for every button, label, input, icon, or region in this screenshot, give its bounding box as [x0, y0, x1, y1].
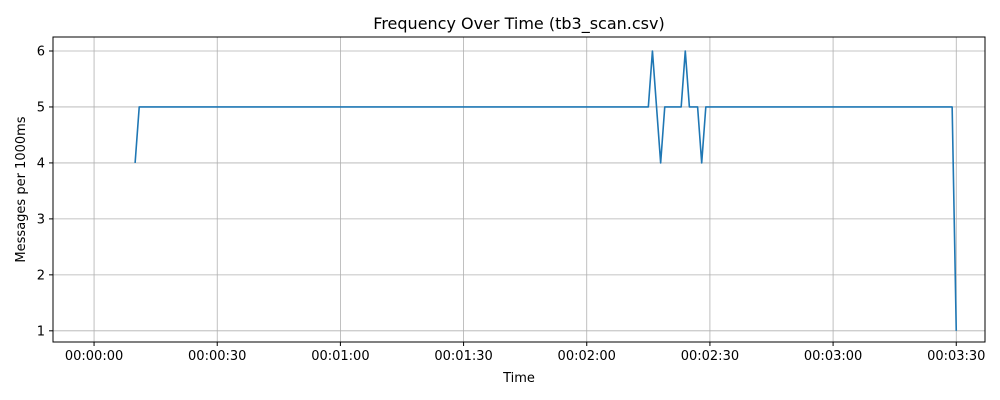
y-tick-label: 2: [37, 268, 45, 283]
x-tick-label: 00:00:00: [65, 349, 123, 364]
x-tick-label: 00:01:00: [311, 349, 369, 364]
chart-title: Frequency Over Time (tb3_scan.csv): [373, 14, 664, 34]
x-tick-label: 00:03:30: [927, 349, 985, 364]
tick-layer: 00:00:00 00:00:30 00:01:00 00:01:30 00:02:00…: [37, 44, 986, 364]
series-line: [134, 50, 958, 331]
y-tick-label: 4: [37, 156, 45, 171]
y-tick-label: 5: [37, 100, 45, 115]
y-tick-label: 6: [37, 44, 45, 59]
y-axis-label: Messages per 1000ms: [14, 116, 29, 262]
grid-layer: [53, 37, 985, 342]
plot-frame: [52, 36, 986, 343]
x-tick-label: 00:01:30: [434, 349, 492, 364]
y-tick-label: 3: [37, 212, 45, 227]
y-tick-label: 1: [37, 324, 45, 339]
x-tick-label: 00:03:00: [804, 349, 862, 364]
x-tick-label: 00:02:00: [558, 349, 616, 364]
x-tick-label: 00:02:30: [681, 349, 739, 364]
x-axis-label: Time: [502, 371, 535, 386]
x-tick-label: 00:00:30: [188, 349, 246, 364]
line-layer: [134, 50, 958, 331]
